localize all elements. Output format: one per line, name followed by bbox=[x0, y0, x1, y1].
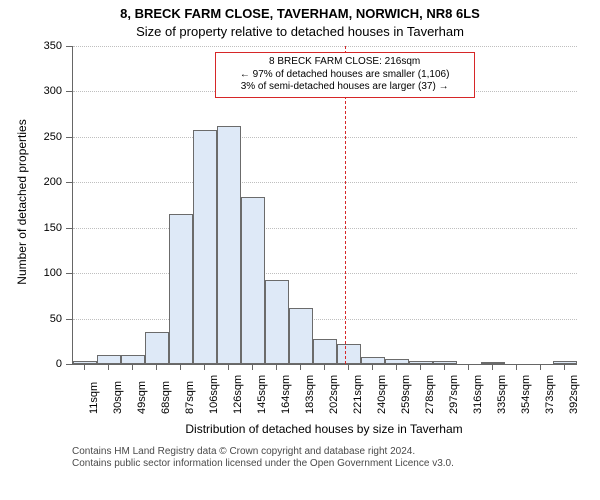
x-tick bbox=[228, 364, 229, 370]
histogram-bar bbox=[481, 362, 505, 364]
grid-line bbox=[73, 273, 577, 274]
annotation-line: ← 97% of detached houses are smaller (1,… bbox=[221, 69, 469, 82]
grid-line bbox=[73, 46, 577, 47]
x-tick bbox=[492, 364, 493, 370]
histogram-bar bbox=[361, 357, 385, 364]
x-tick-label: 259sqm bbox=[400, 375, 412, 414]
x-tick bbox=[180, 364, 181, 370]
x-tick bbox=[564, 364, 565, 370]
x-tick-label: 183sqm bbox=[304, 375, 316, 414]
histogram-bar bbox=[73, 361, 97, 364]
x-tick-label: 87sqm bbox=[184, 381, 196, 414]
x-tick bbox=[84, 364, 85, 370]
y-tick bbox=[66, 319, 72, 320]
histogram-bar bbox=[193, 130, 217, 364]
x-tick bbox=[132, 364, 133, 370]
x-tick-label: 49sqm bbox=[136, 381, 148, 414]
x-tick bbox=[444, 364, 445, 370]
footer-line-1: Contains HM Land Registry data © Crown c… bbox=[72, 446, 454, 458]
x-tick-label: 392sqm bbox=[568, 375, 580, 414]
x-tick-label: 11sqm bbox=[88, 382, 100, 414]
grid-line bbox=[73, 182, 577, 183]
histogram-bar bbox=[289, 308, 313, 364]
x-tick-label: 278sqm bbox=[424, 375, 436, 414]
histogram-bar bbox=[553, 361, 577, 364]
histogram-bar bbox=[385, 359, 409, 364]
histogram-bar bbox=[121, 355, 145, 364]
grid-line bbox=[73, 228, 577, 229]
histogram-bar bbox=[313, 339, 337, 364]
y-tick-label: 0 bbox=[0, 358, 62, 370]
histogram-bar bbox=[169, 214, 193, 364]
x-tick-label: 373sqm bbox=[544, 375, 556, 414]
y-tick bbox=[66, 91, 72, 92]
x-tick-label: 145sqm bbox=[256, 375, 268, 414]
x-tick-label: 106sqm bbox=[208, 375, 220, 414]
x-tick-label: 30sqm bbox=[112, 381, 124, 414]
x-tick-label: 221sqm bbox=[352, 375, 364, 414]
x-tick bbox=[420, 364, 421, 370]
footer-line-2: Contains public sector information licen… bbox=[72, 458, 454, 470]
annotation-line: 3% of semi-detached houses are larger (3… bbox=[221, 81, 469, 94]
histogram-bar bbox=[409, 361, 433, 364]
y-tick bbox=[66, 273, 72, 274]
histogram-bar bbox=[433, 361, 457, 364]
histogram-bar bbox=[145, 332, 169, 364]
x-tick bbox=[276, 364, 277, 370]
x-tick bbox=[372, 364, 373, 370]
annotation-box: 8 BRECK FARM CLOSE: 216sqm← 97% of detac… bbox=[215, 52, 475, 98]
y-tick bbox=[66, 228, 72, 229]
y-tick bbox=[66, 46, 72, 47]
histogram-bar bbox=[97, 355, 121, 364]
x-tick bbox=[540, 364, 541, 370]
x-tick bbox=[396, 364, 397, 370]
x-tick bbox=[324, 364, 325, 370]
histogram-bar bbox=[337, 344, 361, 364]
x-tick bbox=[204, 364, 205, 370]
annotation-line: 8 BRECK FARM CLOSE: 216sqm bbox=[221, 56, 469, 69]
x-tick-label: 335sqm bbox=[496, 375, 508, 414]
x-tick-label: 297sqm bbox=[448, 375, 460, 414]
attribution-footer: Contains HM Land Registry data © Crown c… bbox=[72, 446, 454, 470]
x-tick bbox=[348, 364, 349, 370]
grid-line bbox=[73, 137, 577, 138]
x-tick bbox=[108, 364, 109, 370]
x-tick-label: 126sqm bbox=[232, 375, 244, 414]
y-tick-label: 250 bbox=[0, 131, 62, 143]
y-tick bbox=[66, 137, 72, 138]
x-tick bbox=[156, 364, 157, 370]
chart-title-main: 8, BRECK FARM CLOSE, TAVERHAM, NORWICH, … bbox=[0, 6, 600, 21]
y-tick-label: 350 bbox=[0, 40, 62, 52]
y-tick-label: 150 bbox=[0, 222, 62, 234]
x-tick bbox=[516, 364, 517, 370]
chart-title-sub: Size of property relative to detached ho… bbox=[0, 24, 600, 39]
x-tick-label: 202sqm bbox=[328, 375, 340, 414]
y-tick-label: 300 bbox=[0, 85, 62, 97]
x-tick-label: 68sqm bbox=[160, 381, 172, 414]
histogram-bar bbox=[265, 280, 289, 364]
x-tick bbox=[300, 364, 301, 370]
plot-area: 8 BRECK FARM CLOSE: 216sqm← 97% of detac… bbox=[72, 46, 577, 365]
x-axis-label: Distribution of detached houses by size … bbox=[72, 422, 576, 436]
histogram-bar bbox=[217, 126, 241, 364]
x-tick-label: 316sqm bbox=[472, 375, 484, 414]
x-tick-label: 164sqm bbox=[280, 375, 292, 414]
x-tick bbox=[252, 364, 253, 370]
y-tick bbox=[66, 182, 72, 183]
chart-container: 8, BRECK FARM CLOSE, TAVERHAM, NORWICH, … bbox=[0, 0, 600, 500]
x-tick-label: 354sqm bbox=[520, 375, 532, 414]
grid-line bbox=[73, 319, 577, 320]
histogram-bar bbox=[241, 197, 265, 364]
x-tick bbox=[468, 364, 469, 370]
y-tick-label: 50 bbox=[0, 313, 62, 325]
y-tick-label: 200 bbox=[0, 176, 62, 188]
y-tick-label: 100 bbox=[0, 267, 62, 279]
y-tick bbox=[66, 364, 72, 365]
x-tick-label: 240sqm bbox=[376, 375, 388, 414]
